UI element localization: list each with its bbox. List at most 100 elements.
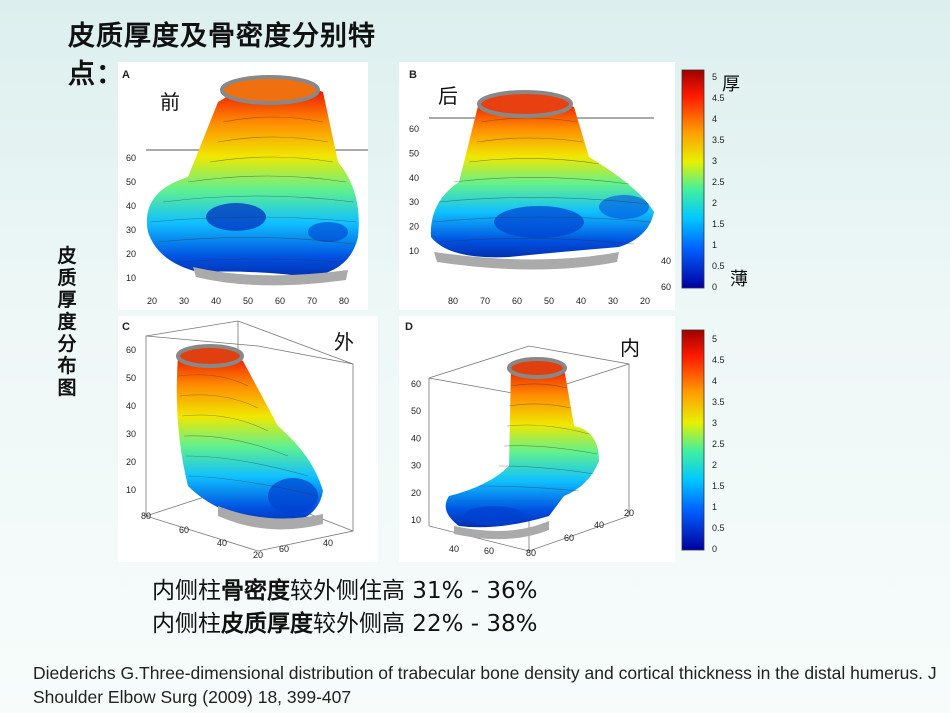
tick-label: 40 xyxy=(126,401,136,411)
panel-c-plot: C 60 50 40 30 20 10 80 60 40 20 60 40 xyxy=(122,320,354,560)
vertical-label-char: 图 xyxy=(57,377,77,399)
tick-label: 20 xyxy=(253,550,263,560)
tick-label: 10 xyxy=(411,515,421,525)
tick-label: 40 xyxy=(449,544,459,554)
tick-label: 60 xyxy=(279,544,289,554)
tick-label: 40 xyxy=(211,296,221,306)
tick-label: 40 xyxy=(411,433,421,443)
vertical-label: 皮质厚度分布图 xyxy=(52,245,82,399)
tick-label: 20 xyxy=(126,457,136,467)
panel-b: B 80 70 60 50 40 30 20 60 50 40 30 20 10 40 60 xyxy=(399,62,675,310)
tick-label: 3 xyxy=(712,418,717,428)
tick-label: 0 xyxy=(712,282,717,292)
tick-label: 50 xyxy=(126,373,136,383)
tick-label: 1.5 xyxy=(712,219,725,229)
tick-label: 50 xyxy=(544,296,554,306)
colorbar-top: 5 4.5 4 3.5 3 2.5 2 1.5 1 0.5 0 xyxy=(676,68,736,292)
panel-letter: D xyxy=(405,321,413,333)
tick-label: 20 xyxy=(126,249,136,259)
vertical-label-char: 质 xyxy=(57,267,77,289)
tick-label: 4.5 xyxy=(712,355,725,365)
thick-label: 厚 xyxy=(722,74,740,95)
tick-label: 10 xyxy=(409,246,419,256)
tick-label: 80 xyxy=(339,296,349,306)
summary-bold: 皮质厚度 xyxy=(221,611,313,637)
tick-label: 50 xyxy=(409,148,419,158)
tick-label: 3 xyxy=(712,156,717,166)
panel-d-plot: D 60 50 40 30 20 10 20 40 60 40 60 80 xyxy=(405,321,634,558)
tick-label: 60 xyxy=(512,296,522,306)
tick-label: 10 xyxy=(126,273,136,283)
tick-label: 4 xyxy=(712,114,717,124)
vertical-label-char: 分 xyxy=(57,333,77,355)
tick-label: 70 xyxy=(480,296,490,306)
tick-label: 0.5 xyxy=(712,523,725,533)
tick-label: 60 xyxy=(564,533,574,543)
tick-label: 40 xyxy=(576,296,586,306)
tick-label: 60 xyxy=(275,296,285,306)
tick-label: 40 xyxy=(409,173,419,183)
tick-label: 60 xyxy=(484,546,494,556)
tick-label: 30 xyxy=(179,296,189,306)
tick-label: 30 xyxy=(126,429,136,439)
tick-label: 30 xyxy=(411,461,421,471)
tick-label: 2 xyxy=(712,460,717,470)
tick-label: 40 xyxy=(126,201,136,211)
tick-label: 60 xyxy=(661,282,671,292)
tick-label: 60 xyxy=(179,525,189,535)
vertical-label-char: 皮 xyxy=(57,245,77,267)
tick-label: 60 xyxy=(409,124,419,134)
tick-label: 50 xyxy=(411,406,421,416)
tick-label: 20 xyxy=(624,508,634,518)
tick-label: 40 xyxy=(217,538,227,548)
panel-d: D 60 50 40 30 20 10 20 40 60 40 60 80 xyxy=(399,316,675,562)
panel-a-label: 前 xyxy=(160,90,180,114)
summary-bold: 骨密度 xyxy=(221,578,290,604)
tick-label: 2 xyxy=(712,198,717,208)
tick-label: 60 xyxy=(126,345,136,355)
summary-suffix: 较外侧高 22% - 38% xyxy=(313,611,538,637)
tick-label: 70 xyxy=(307,296,317,306)
tick-label: 1.5 xyxy=(712,481,725,491)
panel-d-label: 内 xyxy=(620,336,640,360)
tick-label: 10 xyxy=(126,485,136,495)
summary-line-2: 内侧柱皮质厚度较外侧高 22% - 38% xyxy=(152,609,537,639)
tick-label: 40 xyxy=(594,520,604,530)
tick-label: 60 xyxy=(411,379,421,389)
tick-label: 20 xyxy=(411,488,421,498)
tick-label: 40 xyxy=(323,538,333,548)
vertical-label-char: 布 xyxy=(57,355,77,377)
tick-label: 80 xyxy=(526,548,536,558)
summary-prefix: 内侧柱 xyxy=(152,611,221,637)
tick-label: 5 xyxy=(712,72,717,82)
tick-label: 80 xyxy=(141,511,151,521)
panel-letter: B xyxy=(409,69,417,81)
tick-label: 50 xyxy=(243,296,253,306)
colorbar-bottom-svg: 5 4.5 4 3.5 3 2.5 2 1.5 1 0.5 0 xyxy=(681,329,725,554)
tick-label: 20 xyxy=(409,222,419,232)
tick-label: 60 xyxy=(126,153,136,163)
tick-label: 30 xyxy=(409,197,419,207)
colorbar-bottom: 5 4.5 4 3.5 3 2.5 2 1.5 1 0.5 0 xyxy=(676,328,736,554)
panel-a-plot: A 2030405060708060504030201060504030 xyxy=(122,69,368,306)
tick-label: 2.5 xyxy=(712,439,725,449)
panel-letter: A xyxy=(122,69,130,81)
summary-suffix: 较外侧住高 31% - 36% xyxy=(290,578,538,604)
tick-label: 3.5 xyxy=(712,397,725,407)
tick-label: 0 xyxy=(712,544,717,554)
tick-label: 20 xyxy=(640,296,650,306)
colorbar-top-svg: 5 4.5 4 3.5 3 2.5 2 1.5 1 0.5 0 xyxy=(681,69,725,292)
thin-label: 薄 xyxy=(730,269,748,290)
tick-label: 5 xyxy=(712,334,717,344)
panel-c-label: 外 xyxy=(334,330,354,354)
page-title: 皮质厚度及骨密度分别特点： xyxy=(68,21,376,90)
vertical-label-char: 度 xyxy=(57,311,77,333)
tick-label: 1 xyxy=(712,240,717,250)
panel-letter: C xyxy=(122,321,130,333)
panel-a: A 2030405060708060504030201060504030 xyxy=(118,62,368,310)
tick-label: 30 xyxy=(608,296,618,306)
tick-label: 30 xyxy=(126,225,136,235)
panel-b-plot: B 80 70 60 50 40 30 20 60 50 40 30 20 10 40 60 xyxy=(409,69,671,306)
summary-line-1: 内侧柱骨密度较外侧住高 31% - 36% xyxy=(152,576,537,606)
tick-label: 20 xyxy=(147,296,157,306)
